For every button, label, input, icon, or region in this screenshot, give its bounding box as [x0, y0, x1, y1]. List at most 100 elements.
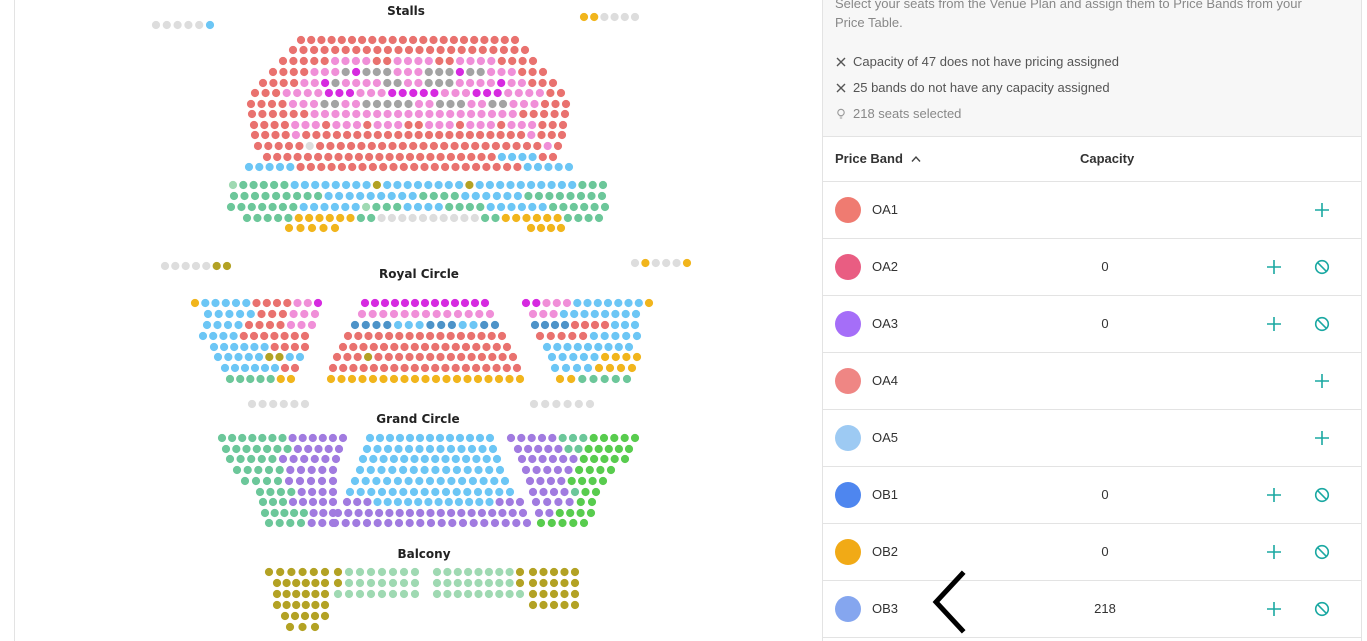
seat[interactable] [453, 578, 462, 588]
seat[interactable] [538, 120, 547, 130]
seat[interactable] [327, 35, 336, 45]
seat[interactable] [486, 130, 495, 140]
seat[interactable] [436, 45, 445, 55]
seat[interactable] [318, 518, 327, 528]
seat[interactable] [373, 518, 382, 528]
seat[interactable] [289, 109, 298, 119]
seat[interactable] [432, 309, 441, 319]
seat[interactable] [302, 130, 311, 140]
seat[interactable] [589, 374, 598, 384]
seat[interactable] [365, 152, 374, 162]
seat[interactable] [548, 454, 558, 464]
seat[interactable] [445, 120, 454, 130]
seat[interactable] [410, 567, 420, 577]
seat[interactable] [682, 258, 692, 268]
seat[interactable] [394, 444, 403, 454]
seat[interactable] [224, 352, 233, 362]
seat[interactable] [587, 191, 596, 201]
seat[interactable] [484, 578, 493, 588]
seat[interactable] [445, 433, 455, 443]
seat[interactable] [285, 352, 294, 362]
seat[interactable] [517, 120, 526, 130]
seat[interactable] [296, 465, 306, 475]
seat[interactable] [515, 497, 525, 507]
seat[interactable] [400, 363, 409, 373]
seat[interactable] [336, 141, 345, 151]
seat[interactable] [344, 578, 354, 588]
seat[interactable] [435, 78, 444, 88]
seat[interactable] [458, 320, 467, 330]
add-seats-button[interactable] [1263, 541, 1285, 563]
seat[interactable] [359, 363, 368, 373]
seat[interactable] [459, 35, 469, 45]
seat[interactable] [293, 298, 302, 308]
seat[interactable] [304, 444, 313, 454]
seat[interactable] [301, 578, 310, 588]
seat[interactable] [353, 352, 362, 362]
seat[interactable] [291, 120, 300, 130]
seat[interactable] [328, 476, 338, 486]
seat[interactable] [299, 45, 308, 55]
seat[interactable] [478, 444, 487, 454]
seat[interactable] [505, 578, 514, 588]
seat[interactable] [342, 180, 351, 190]
seat[interactable] [405, 331, 414, 341]
seat[interactable] [379, 162, 388, 172]
seat[interactable] [334, 152, 343, 162]
seat[interactable] [378, 35, 387, 45]
seat[interactable] [332, 130, 341, 140]
add-seats-button[interactable] [1263, 598, 1285, 620]
seat[interactable] [247, 399, 257, 409]
seat[interactable] [388, 141, 397, 151]
seat[interactable] [223, 320, 233, 330]
seat[interactable] [559, 454, 568, 464]
seat[interactable] [561, 363, 571, 373]
seat[interactable] [347, 374, 357, 384]
seat[interactable] [483, 88, 492, 98]
seat[interactable] [288, 99, 298, 109]
seat[interactable] [383, 444, 393, 454]
seat[interactable] [359, 342, 368, 352]
seat[interactable] [411, 309, 420, 319]
seat[interactable] [518, 152, 527, 162]
seat[interactable] [568, 180, 577, 190]
seat[interactable] [426, 518, 436, 528]
seat[interactable] [455, 180, 464, 190]
seat[interactable] [487, 109, 497, 119]
seat[interactable] [550, 109, 559, 119]
seat[interactable] [569, 454, 578, 464]
seat[interactable] [367, 141, 376, 151]
seat[interactable] [425, 444, 435, 454]
seat[interactable] [395, 152, 404, 162]
seat[interactable] [545, 191, 554, 201]
seat[interactable] [330, 202, 339, 212]
seat[interactable] [469, 320, 478, 330]
seat[interactable] [580, 309, 589, 319]
seat[interactable] [485, 497, 494, 507]
seat[interactable] [497, 152, 506, 162]
seat[interactable] [489, 45, 498, 55]
seat[interactable] [368, 374, 378, 384]
seat[interactable] [560, 589, 569, 599]
clear-capacity-button[interactable] [1311, 256, 1333, 278]
seat[interactable] [297, 320, 306, 330]
seat[interactable] [286, 320, 296, 330]
seat[interactable] [430, 298, 440, 308]
seat[interactable] [375, 433, 385, 443]
seat[interactable] [610, 433, 619, 443]
seat[interactable] [228, 180, 238, 190]
seat[interactable] [605, 363, 615, 373]
seat[interactable] [440, 191, 449, 201]
seat[interactable] [419, 35, 428, 45]
seat[interactable] [221, 298, 230, 308]
seat[interactable] [300, 109, 309, 119]
seat[interactable] [273, 476, 283, 486]
seat[interactable] [500, 35, 509, 45]
seat[interactable] [485, 465, 494, 475]
seat[interactable] [385, 508, 394, 518]
seat[interactable] [414, 109, 423, 119]
seat[interactable] [472, 88, 481, 98]
seat[interactable] [295, 141, 304, 151]
seat[interactable] [298, 567, 307, 577]
seat[interactable] [400, 454, 409, 464]
